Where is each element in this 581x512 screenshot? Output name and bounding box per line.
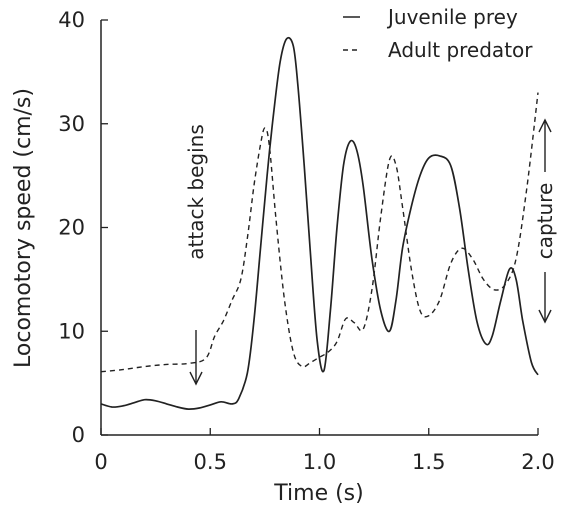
y-tick-label: 0 [72,423,85,447]
annotation-capture: capture [533,183,557,260]
y-axis-title: Locomotory speed (cm/s) [11,88,36,368]
annotations: attack begins capture [184,118,557,386]
annotation-attack-begins: attack begins [184,124,208,259]
legend-label-adult-predator: Adult predator [388,38,533,62]
x-tick-label: 1.5 [412,450,445,474]
x-tick-label: 0 [94,450,107,474]
y-tick-label: 20 [58,216,85,240]
y-tick-label: 40 [58,8,85,32]
series-line-juvenile-prey [100,36,539,410]
x-tick-label: 2.0 [521,450,554,474]
attack-begins-arrow [189,330,203,386]
legend-label-juvenile-prey: Juvenile prey [386,5,518,29]
y-tick-label: 10 [58,319,85,343]
legend: Juvenile prey Adult predator [343,5,533,62]
capture-down-arrow [538,272,552,324]
axes [100,20,538,436]
x-tick-label: 0.5 [194,450,227,474]
series-group [100,36,539,410]
x-axis-title: Time (s) [273,481,363,506]
y-tick-label: 30 [58,112,85,136]
ticks: 0 0.5 1.0 1.5 2.0 0 10 20 30 40 [58,8,554,474]
x-tick-label: 1.0 [303,450,336,474]
capture-up-arrow [538,118,552,172]
series-line-adult-predator [100,92,539,373]
